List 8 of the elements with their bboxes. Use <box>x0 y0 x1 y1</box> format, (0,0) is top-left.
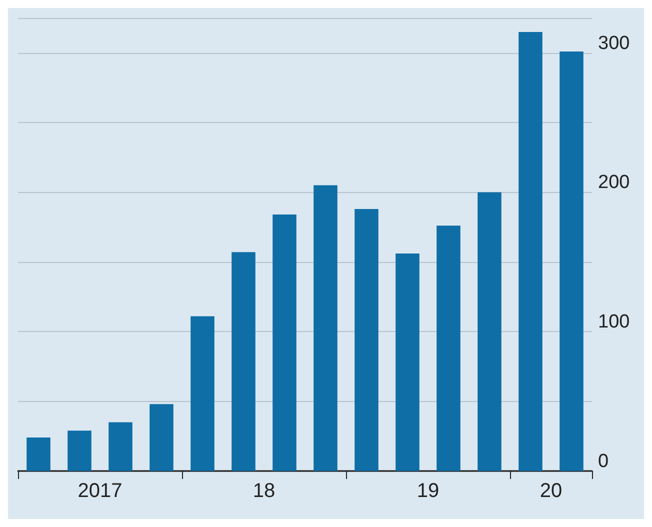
y-tick-label: 0 <box>598 451 609 472</box>
x-tick-label: 19 <box>416 480 440 502</box>
y-tick-label: 200 <box>598 172 630 194</box>
y-tick-label: 300 <box>598 32 630 54</box>
x-tick-label: 20 <box>540 480 562 502</box>
x-tick-label: 18 <box>252 480 276 502</box>
y-tick-label: 100 <box>598 312 630 333</box>
x-tick-label: 2017 <box>78 480 122 502</box>
